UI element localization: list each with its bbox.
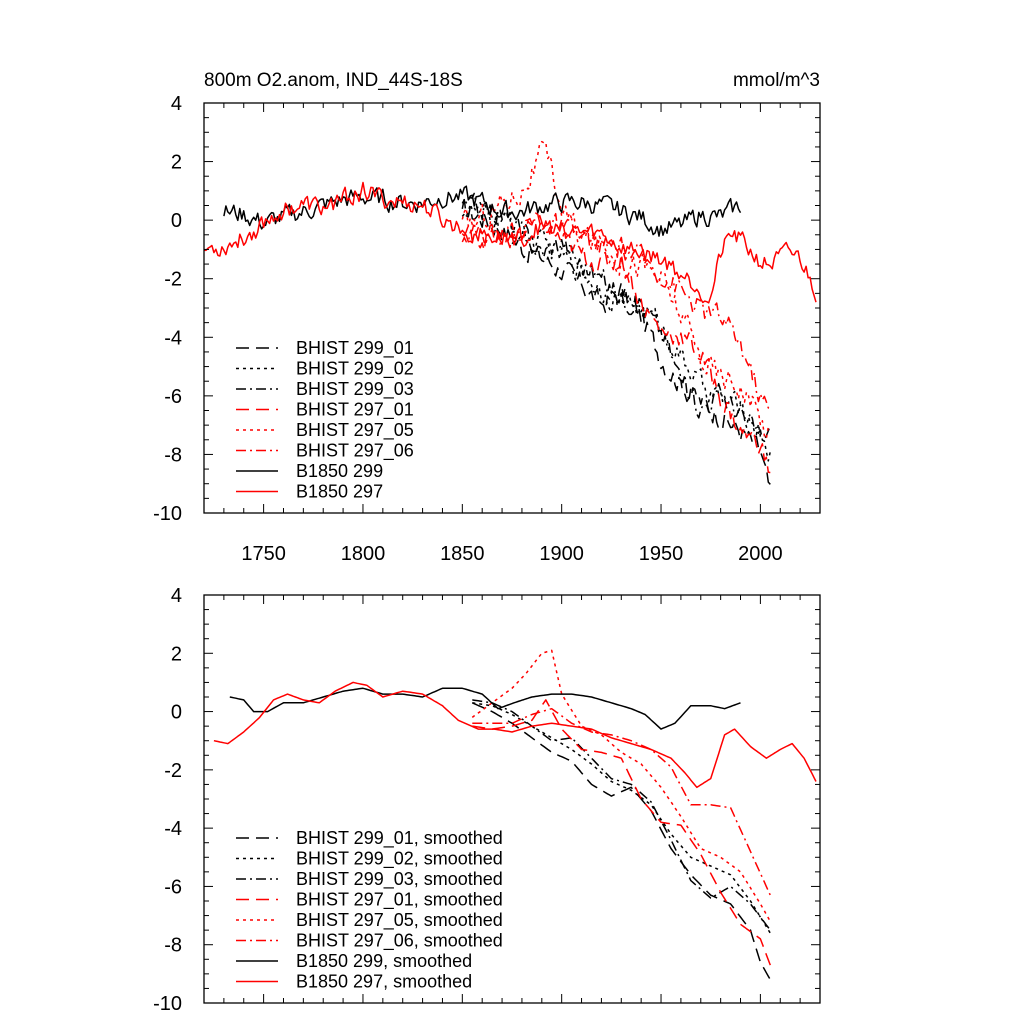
series-line-6 (223, 185, 742, 237)
legend-label: BHIST 299_01 (296, 338, 414, 359)
x-tick-label: 1800 (341, 543, 386, 565)
legend-label: BHIST 297_06, smoothed (296, 931, 503, 952)
series-line-4 (461, 140, 771, 440)
series-group (204, 140, 817, 485)
legend-label: BHIST 299_03, smoothed (296, 869, 503, 890)
series-line-6 (229, 687, 741, 730)
y-tick-label: 4 (171, 93, 182, 115)
y-tick-label: -10 (153, 503, 182, 525)
y-tick-label: -2 (164, 760, 182, 782)
y-tick-label: -4 (164, 818, 182, 840)
series-line-5 (461, 212, 771, 410)
x-tick-label: 2000 (738, 543, 783, 565)
legend-label: B1850 299 (296, 461, 383, 481)
title-right: mmol/m^3 (733, 70, 820, 91)
series-line-3 (472, 699, 772, 966)
legend-label: BHIST 297_05 (296, 420, 414, 441)
y-tick-label: -6 (164, 876, 182, 898)
series-line-1 (472, 702, 771, 934)
legend-label: BHIST 297_06 (296, 441, 414, 462)
x-tick-label: 1750 (241, 543, 286, 565)
y-tick-label: -6 (164, 386, 182, 408)
series-line-7 (213, 681, 817, 789)
series-line-3 (461, 212, 771, 474)
y-tick-label: -10 (153, 993, 182, 1015)
top-panel: -10 -8 -6 -4 -2 0 2 4 1750 1800 1850 1900 1950 2000 BH… (153, 93, 821, 565)
y-tick-label: 0 (171, 210, 182, 232)
series-line-7 (204, 181, 817, 304)
legend-label: B1850 297, smoothed (296, 972, 472, 992)
title-left: 800m O2.anom, IND_44S-18S (204, 70, 463, 91)
legend-label: BHIST 299_01, smoothed (296, 828, 503, 849)
legend-label: BHIST 299_02 (296, 359, 414, 380)
y-tick-label: 4 (171, 585, 182, 607)
x-tick-label: 1900 (539, 543, 584, 565)
y-tick-label: -8 (164, 444, 182, 466)
legend-label: B1850 297 (296, 482, 383, 502)
series-line-4 (471, 649, 771, 922)
series-line-1 (461, 201, 772, 462)
legend-label: B1850 299, smoothed (296, 951, 472, 971)
y-tick-label: 2 (171, 643, 182, 665)
y-tick-label: -8 (164, 935, 182, 957)
legend-label: BHIST 299_03 (296, 379, 414, 400)
y-tick-label: 2 (171, 152, 182, 174)
series-group (213, 649, 817, 981)
legend-label: BHIST 297_01, smoothed (296, 890, 503, 911)
legend-label: BHIST 297_01 (296, 400, 414, 421)
series-line-5 (472, 707, 771, 896)
series-line-0 (471, 702, 771, 981)
y-tick-label: -2 (164, 269, 182, 291)
legend-label: BHIST 299_02, smoothed (296, 849, 503, 870)
y-tick-label: 0 (171, 702, 182, 724)
y-tick-label: -4 (164, 327, 182, 349)
x-tick-label: 1850 (440, 543, 485, 565)
x-tick-label: 1950 (639, 543, 684, 565)
legend-label: BHIST 297_05, smoothed (296, 910, 503, 931)
